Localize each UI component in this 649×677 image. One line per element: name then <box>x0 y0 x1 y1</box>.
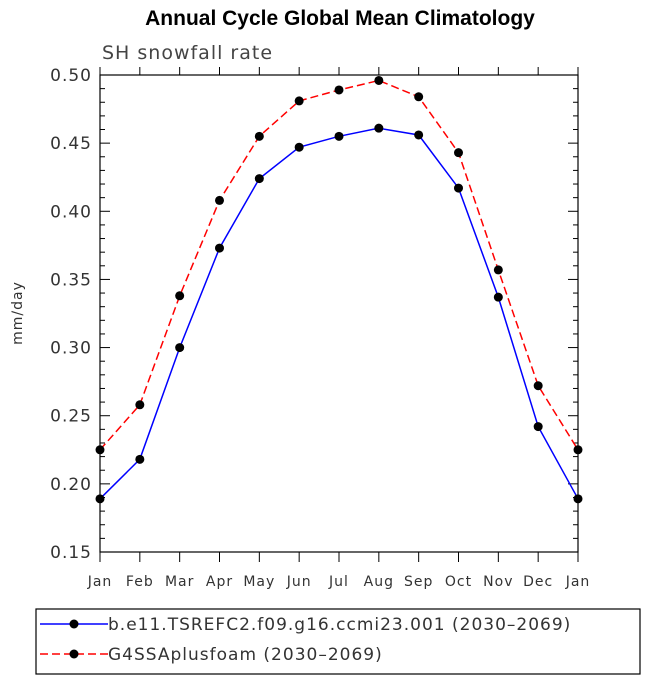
data-point <box>294 96 304 106</box>
legend-marker-2 <box>69 649 79 659</box>
x-tick-label: Jun <box>286 574 312 590</box>
data-point <box>135 454 145 464</box>
data-point <box>95 494 105 504</box>
data-point <box>215 195 224 205</box>
data-point <box>414 130 424 140</box>
data-point <box>294 142 304 152</box>
y-tick-label: 0.30 <box>50 339 92 359</box>
data-point <box>374 123 384 133</box>
legend-label-1: b.e11.TSREFC2.f09.g16.ccmi23.001 (2030–2… <box>108 615 571 635</box>
y-tick-label: 0.25 <box>50 407 92 427</box>
y-tick-label: 0.35 <box>50 270 92 290</box>
series-group <box>95 75 583 504</box>
data-point <box>95 445 105 455</box>
x-tick-label: Oct <box>445 574 472 590</box>
data-point <box>175 343 185 353</box>
data-point <box>254 174 264 184</box>
data-point <box>175 291 185 301</box>
y-tick-labels: 0.15 0.20 0.25 0.30 0.35 0.40 0.45 0.50 <box>50 66 92 563</box>
x-tick-label: Mar <box>165 574 194 590</box>
data-point <box>533 422 543 432</box>
x-tick-label: Sep <box>404 574 433 590</box>
data-point <box>573 494 583 504</box>
data-point <box>533 381 543 391</box>
data-point <box>454 183 463 193</box>
y-tick-label: 0.50 <box>50 66 92 86</box>
y-tick-label: 0.15 <box>50 543 92 563</box>
x-tick-label: May <box>243 574 275 590</box>
chart-subtitle: SH snowfall rate <box>102 42 273 64</box>
data-point <box>454 148 463 158</box>
y-tick-label: 0.40 <box>50 202 92 222</box>
x-tick-label: Apr <box>206 574 233 590</box>
x-tick-label: Aug <box>364 574 394 590</box>
x-tick-label: Jul <box>328 574 349 590</box>
data-point <box>573 445 583 455</box>
x-tick-label: Jan <box>87 574 113 590</box>
x-tick-label: Feb <box>126 574 154 590</box>
plot-frame <box>99 74 579 553</box>
data-point <box>334 131 344 141</box>
x-tick-label: Dec <box>523 574 553 590</box>
y-tick-label: 0.45 <box>50 134 92 154</box>
data-point <box>374 75 384 85</box>
data-point <box>493 292 503 302</box>
series-line-1 <box>99 127 579 500</box>
legend: b.e11.TSREFC2.f09.g16.ccmi23.001 (2030–2… <box>40 615 571 665</box>
data-point <box>414 92 424 102</box>
chart-title: Annual Cycle Global Mean Climatology <box>145 7 535 30</box>
x-tick-labels: Jan Feb Mar Apr May Jun Jul Aug Sep Oct Nov Dec Jan <box>87 574 591 590</box>
data-point <box>254 131 264 141</box>
data-point <box>215 243 224 253</box>
data-point <box>135 400 145 410</box>
axis-ticks <box>99 67 579 562</box>
data-point <box>493 265 503 275</box>
data-point <box>334 85 344 95</box>
y-tick-label: 0.20 <box>50 475 92 495</box>
x-tick-label: Jan <box>565 574 591 590</box>
legend-label-2: G4SSAplusfoam (2030–2069) <box>108 645 383 665</box>
y-axis-label: mm/day <box>10 281 26 345</box>
legend-marker-1 <box>69 619 79 629</box>
legend-box <box>35 608 641 675</box>
x-tick-label: Nov <box>483 574 513 590</box>
